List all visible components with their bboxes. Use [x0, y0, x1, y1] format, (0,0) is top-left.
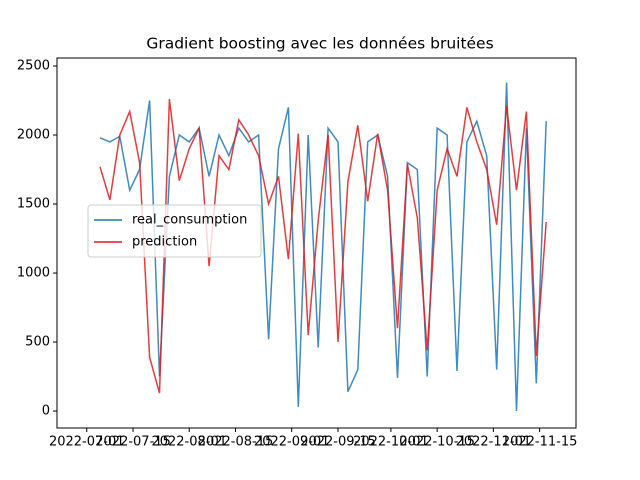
- x-tick-label: 2022-10-01: [353, 435, 429, 450]
- x-tick-label: 2022-11-15: [502, 435, 578, 450]
- x-tick-label: 2022-07-15: [95, 435, 171, 450]
- x-tick-label: 2022-09-01: [254, 435, 330, 450]
- y-tick-label: 1500: [17, 197, 50, 212]
- y-tick-label: 2500: [17, 59, 50, 74]
- chart-title: Gradient boosting avec les données bruit…: [146, 35, 493, 53]
- legend: real_consumption prediction: [87, 204, 262, 258]
- x-tick-label: 2022-08-01: [151, 435, 227, 450]
- x-tick-label: 2022-08-15: [198, 435, 274, 450]
- plot-frame: [56, 57, 577, 429]
- x-tick-label: 2022-10-15: [399, 435, 475, 450]
- x-tick-label: 2022-11-01: [456, 435, 532, 450]
- y-tick-label: 0: [42, 404, 50, 419]
- x-tick-label: 2022-09-15: [300, 435, 376, 450]
- y-tick-label: 500: [25, 335, 50, 350]
- y-tick-label: 1000: [17, 266, 50, 281]
- legend-box: [87, 204, 262, 258]
- series-line: [99, 82, 547, 412]
- x-tick-label: 2022-07-01: [49, 435, 125, 450]
- legend-label: real_consumption: [132, 213, 247, 228]
- y-tick-label: 2000: [17, 128, 50, 143]
- legend-label: prediction: [132, 235, 197, 250]
- series-line: [99, 99, 547, 394]
